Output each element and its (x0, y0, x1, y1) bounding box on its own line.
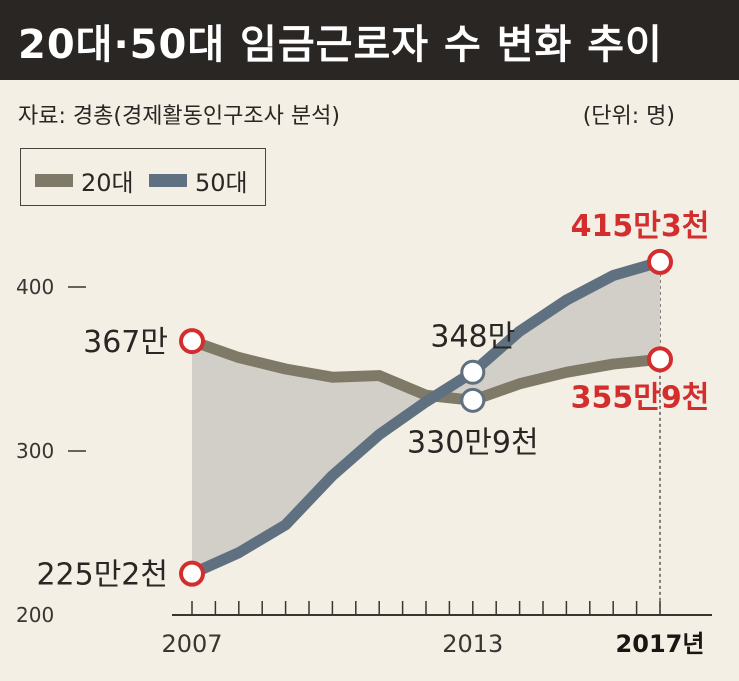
data-point-marker (179, 328, 205, 355)
source-note: 자료: 경총(경제활동인구조사 분석) (18, 104, 340, 129)
x-tick-label: 2007 (161, 630, 222, 658)
data-point-marker (179, 560, 205, 587)
legend-swatch-50s (149, 174, 187, 187)
data-label: 367만 (83, 325, 168, 360)
legend-item-20s: 20대 (35, 163, 134, 198)
data-label: 355만9천 (571, 380, 710, 415)
data-point-marker (647, 346, 673, 373)
gap-fill (192, 261, 660, 574)
series-lines (186, 256, 666, 580)
data-label: 415만3천 (571, 209, 710, 244)
data-label: 330만9천 (407, 425, 539, 460)
legend-label-20s: 20대 (81, 169, 134, 197)
legend: 20대 50대 (20, 148, 266, 206)
unit-note: (단위: 명) (582, 104, 675, 129)
chart-title: 20대·50대 임금근로자 수 변화 추이 (18, 22, 663, 68)
annotations: 367만 225만2천 348만 330만9천 415만3천 355만9천 (36, 209, 709, 593)
data-point-marker (647, 248, 673, 275)
data-label: 348만 (430, 319, 515, 354)
title-bar: 20대·50대 임금근로자 수 변화 추이 (0, 0, 739, 80)
y-tick-label: 200 (16, 603, 54, 627)
data-point-marker (460, 359, 486, 385)
data-label: 225만2천 (36, 558, 168, 593)
data-point-marker (460, 387, 486, 413)
y-tick-label: 300 (16, 439, 54, 463)
x-tick-label: 2013 (442, 630, 503, 658)
legend-swatch-20s (35, 174, 73, 187)
series-line-20s (186, 335, 666, 406)
axes: 200 300 400 2007 2013 2017년 (16, 261, 712, 658)
x-tick-label: 2017년 (616, 630, 705, 658)
y-tick-label: 400 (16, 275, 54, 299)
gap-fill-area (192, 261, 660, 574)
legend-label-50s: 50대 (195, 169, 248, 197)
legend-item-50s: 50대 (149, 163, 248, 198)
markers (179, 248, 673, 587)
series-line-50s (186, 256, 666, 580)
